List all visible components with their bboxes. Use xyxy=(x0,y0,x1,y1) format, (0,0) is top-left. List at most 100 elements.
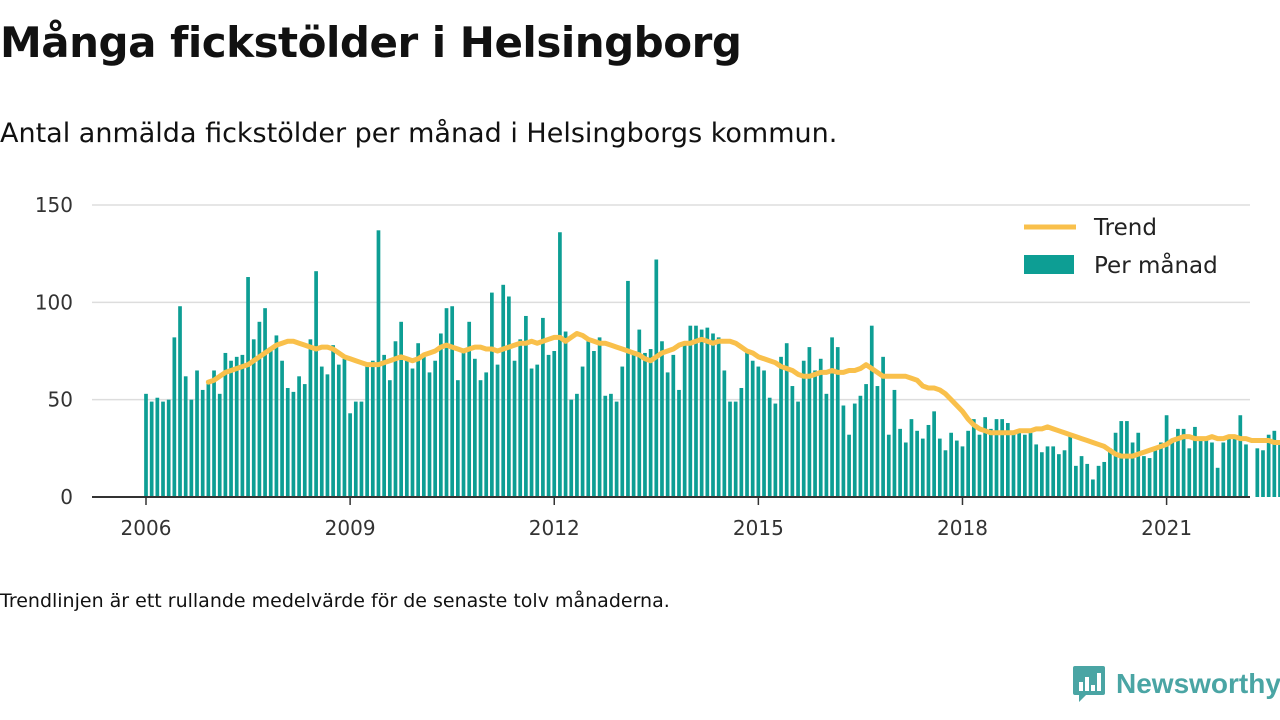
bar xyxy=(461,351,466,497)
bar xyxy=(1023,434,1027,497)
bar xyxy=(172,337,177,497)
bar xyxy=(1045,446,1050,497)
bar xyxy=(1068,434,1073,497)
y-tick-label: 50 xyxy=(48,388,73,412)
bar xyxy=(926,424,931,497)
bar xyxy=(813,370,817,497)
bar xyxy=(1130,442,1135,497)
bar xyxy=(149,401,154,497)
bar xyxy=(1193,426,1197,497)
bar xyxy=(1255,448,1260,497)
bar xyxy=(796,401,800,497)
bar xyxy=(410,368,415,497)
bar xyxy=(801,360,806,497)
bar xyxy=(892,389,897,497)
bar xyxy=(762,370,766,497)
bar xyxy=(546,354,551,497)
bar xyxy=(1215,467,1220,497)
bar xyxy=(359,401,364,497)
bar xyxy=(223,352,228,497)
bar xyxy=(297,376,301,497)
bar xyxy=(983,417,988,497)
bar xyxy=(552,351,557,497)
bar xyxy=(478,380,483,497)
bar xyxy=(234,356,239,497)
bar xyxy=(393,341,398,497)
bar xyxy=(353,401,358,497)
bar xyxy=(960,446,965,497)
bar xyxy=(336,364,341,497)
bar xyxy=(614,401,619,497)
bar xyxy=(898,428,902,497)
chart-subtitle: Antal anmälda fickstölder per månad i He… xyxy=(0,118,838,149)
bar xyxy=(932,411,936,497)
bar xyxy=(937,438,942,497)
x-tick-label: 2018 xyxy=(937,516,988,540)
bar xyxy=(994,419,999,497)
bar xyxy=(949,432,953,497)
bar xyxy=(682,345,687,497)
bar xyxy=(609,393,613,497)
bar xyxy=(342,358,347,497)
bar xyxy=(909,419,914,497)
bar xyxy=(988,428,993,497)
bar xyxy=(1000,419,1005,497)
bar xyxy=(580,366,585,497)
bar xyxy=(966,430,970,497)
bar xyxy=(1040,452,1044,497)
bar xyxy=(954,440,959,497)
bar xyxy=(1170,438,1175,497)
bar xyxy=(1136,432,1141,497)
bar xyxy=(308,339,313,497)
bar xyxy=(779,356,783,497)
bar xyxy=(745,351,749,497)
bar xyxy=(280,360,284,497)
bar xyxy=(399,321,403,497)
bar xyxy=(1005,423,1010,497)
bar xyxy=(512,360,517,497)
bar xyxy=(1034,444,1039,497)
bar xyxy=(1011,432,1016,497)
bar xyxy=(1085,463,1090,497)
bar xyxy=(586,341,591,497)
bar xyxy=(1210,442,1214,497)
bar xyxy=(971,419,976,497)
bar xyxy=(416,343,421,497)
bar xyxy=(535,364,540,497)
bar xyxy=(1051,446,1056,497)
bar xyxy=(1147,458,1152,497)
bar xyxy=(268,347,273,497)
bar xyxy=(841,405,846,497)
bar xyxy=(688,325,693,497)
bar xyxy=(711,333,715,497)
bar xyxy=(382,354,386,497)
bar xyxy=(1261,450,1265,497)
bars-per-manad xyxy=(144,230,1280,497)
bar xyxy=(291,391,296,497)
bar xyxy=(756,366,761,497)
bar xyxy=(1221,442,1226,497)
bar xyxy=(314,271,318,497)
bar xyxy=(1119,421,1124,497)
y-tick-label: 0 xyxy=(60,485,73,509)
bar xyxy=(433,360,438,497)
bar xyxy=(784,343,789,497)
bar xyxy=(694,325,698,497)
bar xyxy=(285,387,290,497)
bar xyxy=(767,397,772,497)
bar xyxy=(501,284,506,497)
bar xyxy=(144,393,148,497)
bar xyxy=(1227,436,1231,497)
bar xyxy=(251,339,256,497)
bar xyxy=(200,389,205,497)
bar xyxy=(178,306,182,497)
bar xyxy=(302,384,307,497)
legend: Trend Per månad xyxy=(1024,215,1218,279)
bar xyxy=(626,280,630,497)
bar xyxy=(348,413,352,497)
bar xyxy=(920,438,925,497)
bar xyxy=(370,360,375,497)
footnote: Trendlinjen är ett rullande medelvärde f… xyxy=(0,590,670,612)
bar xyxy=(620,366,625,497)
bar xyxy=(1079,456,1084,497)
